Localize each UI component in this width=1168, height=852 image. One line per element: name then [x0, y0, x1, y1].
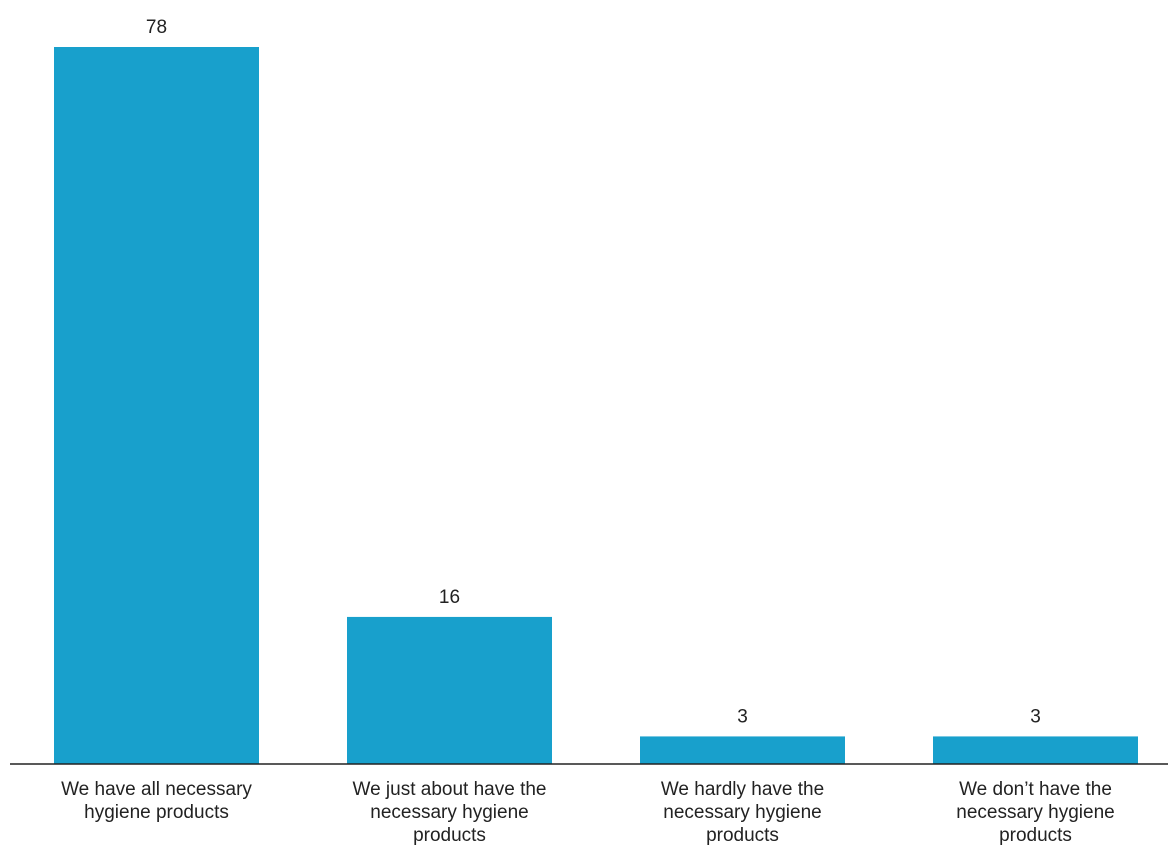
category-labels-group: We have all necessary hygiene productsWe …	[61, 779, 1115, 846]
category-label-4-line-1: We don’t have the	[959, 779, 1112, 800]
value-label-2: 16	[439, 587, 460, 608]
value-label-4: 3	[1030, 706, 1041, 727]
category-label-3-line-1: We hardly have the	[661, 779, 824, 800]
value-label-1: 78	[146, 17, 167, 38]
category-label-4-line-3: products	[999, 825, 1072, 846]
category-label-2-line-3: products	[413, 825, 486, 846]
category-label-2: We just about have the necessary hygiene p…	[353, 779, 547, 846]
bar-3	[640, 736, 845, 764]
category-label-3-line-3: products	[706, 825, 779, 846]
category-label-4: We don’t have the necessary hygiene produc…	[956, 779, 1114, 846]
category-label-1-line-2: hygiene products	[84, 802, 229, 823]
category-label-3-line-2: necessary hygiene	[663, 802, 821, 823]
category-label-2-line-1: We just about have the	[353, 779, 547, 800]
category-label-1-line-1: We have all necessary	[61, 779, 252, 800]
category-label-3: We hardly have the necessary hygiene produ…	[661, 779, 824, 846]
bars-group	[54, 47, 1138, 764]
bar-4	[933, 736, 1138, 764]
category-label-1: We have all necessary hygiene products	[61, 779, 252, 823]
bar-2	[347, 616, 552, 764]
bar-1	[54, 47, 259, 764]
category-label-2-line-2: necessary hygiene	[370, 802, 528, 823]
value-labels-group: 78 16 3 3	[146, 17, 1041, 727]
value-label-3: 3	[737, 706, 748, 727]
category-label-4-line-2: necessary hygiene	[956, 802, 1114, 823]
